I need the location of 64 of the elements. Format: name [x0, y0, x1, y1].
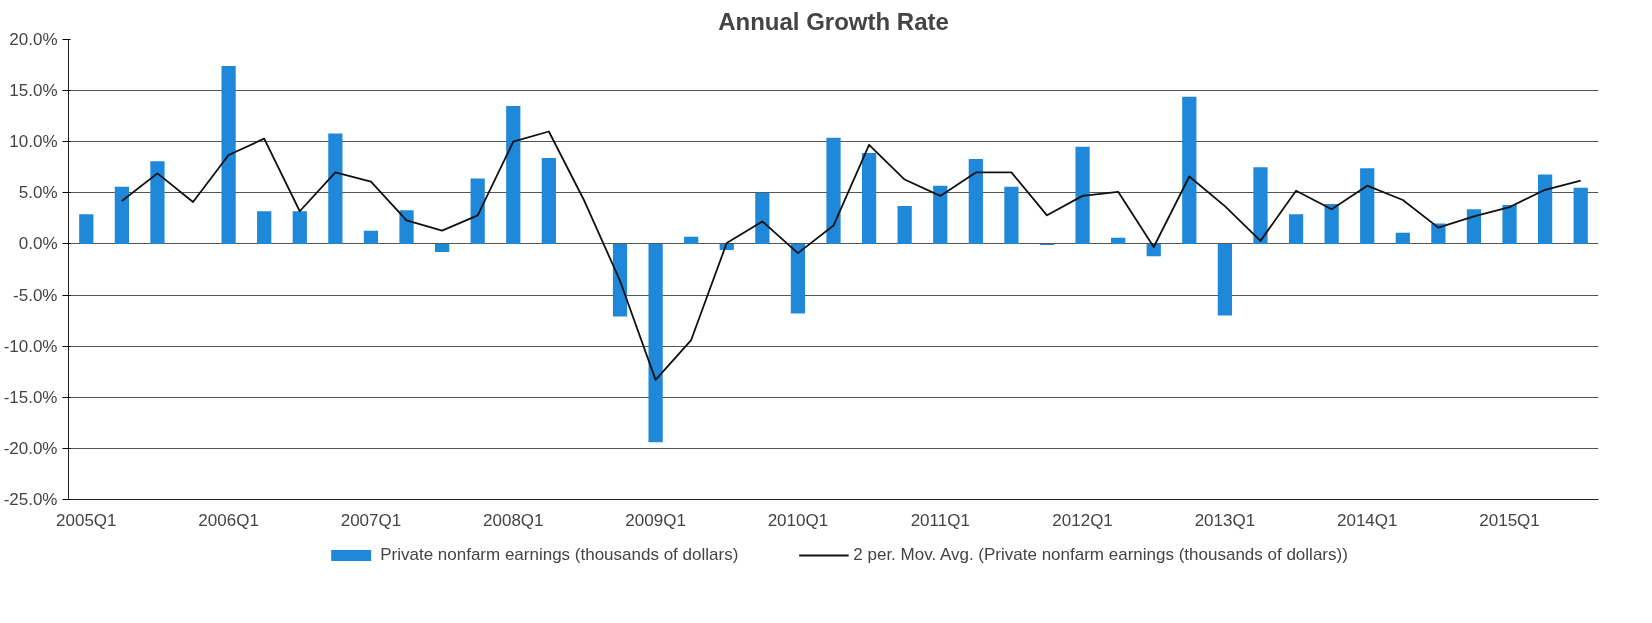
legend-label: 2 per. Mov. Avg. (Private nonfarm earnings (thousands of dollars)): [853, 544, 1348, 565]
bar: [1288, 214, 1304, 244]
bar: [1324, 204, 1339, 244]
bar: [933, 185, 948, 244]
bar: [1111, 237, 1126, 244]
bar: [1253, 167, 1268, 244]
x-tick-label: 2007Q1: [340, 510, 402, 530]
bar: [1004, 186, 1019, 244]
line-series: [120, 130, 1582, 381]
x-tick-label: 2009Q1: [625, 510, 686, 530]
bar: [826, 137, 841, 244]
bar: [328, 133, 343, 244]
y-tick-label: -10.0%: [3, 336, 58, 356]
bar: [79, 214, 94, 244]
chart-title: Annual Growth Rate: [718, 7, 949, 35]
x-tick-label: 2005Q1: [56, 510, 117, 530]
x-tick-label: 2006Q1: [198, 510, 259, 530]
bar: [1395, 232, 1410, 244]
y-tick-label: 20.0%: [9, 30, 58, 49]
bar: [541, 158, 556, 244]
x-tick-label: 2008Q1: [483, 510, 544, 530]
x-tick-label: 2010Q1: [767, 510, 829, 530]
bar: [1075, 146, 1090, 244]
bar: [257, 211, 272, 244]
bar: [1502, 205, 1517, 244]
bar: [861, 152, 877, 244]
y-tick-label: 5.0%: [18, 183, 58, 203]
y-tick-label: 10.0%: [9, 132, 58, 152]
x-tick-label: 2014Q1: [1336, 510, 1398, 530]
legend-label: Private nonfarm earnings (thousands of dollars): [380, 544, 739, 565]
bar: [470, 178, 485, 244]
bar: [968, 159, 983, 244]
bar: [1182, 96, 1197, 244]
bar: [1431, 223, 1446, 244]
x-tick-label: 2013Q1: [1194, 510, 1256, 530]
bar: [1146, 243, 1161, 257]
x-tick-label: 2011Q1: [910, 510, 970, 530]
bar: [790, 243, 806, 314]
bar: [648, 243, 663, 443]
bar: [1217, 243, 1233, 316]
bar: [114, 186, 129, 244]
y-tick-label: -5.0%: [13, 285, 58, 305]
y-tick-label: 0.0%: [18, 234, 58, 254]
x-tick-label: 2012Q1: [1052, 510, 1113, 530]
x-tick-label: 2015Q1: [1479, 510, 1540, 530]
y-tick-label: -15.0%: [3, 387, 58, 407]
y-tick-label: 15.0%: [9, 81, 58, 101]
bar: [434, 243, 450, 253]
bar: [292, 211, 307, 244]
bar: [506, 105, 521, 244]
bar: [1466, 209, 1482, 244]
bar: [150, 161, 165, 244]
y-tick-label: -20.0%: [3, 438, 58, 458]
bar: [363, 230, 379, 244]
y-tick-label: -25.0%: [3, 490, 58, 509]
bar: [1573, 187, 1588, 244]
bar: [1360, 168, 1375, 244]
bar: [1538, 174, 1553, 244]
bar: [221, 66, 236, 244]
bar: [684, 236, 699, 244]
bar: [399, 210, 414, 244]
bar: [755, 192, 770, 244]
bar: [612, 243, 628, 317]
bar: [897, 206, 912, 244]
